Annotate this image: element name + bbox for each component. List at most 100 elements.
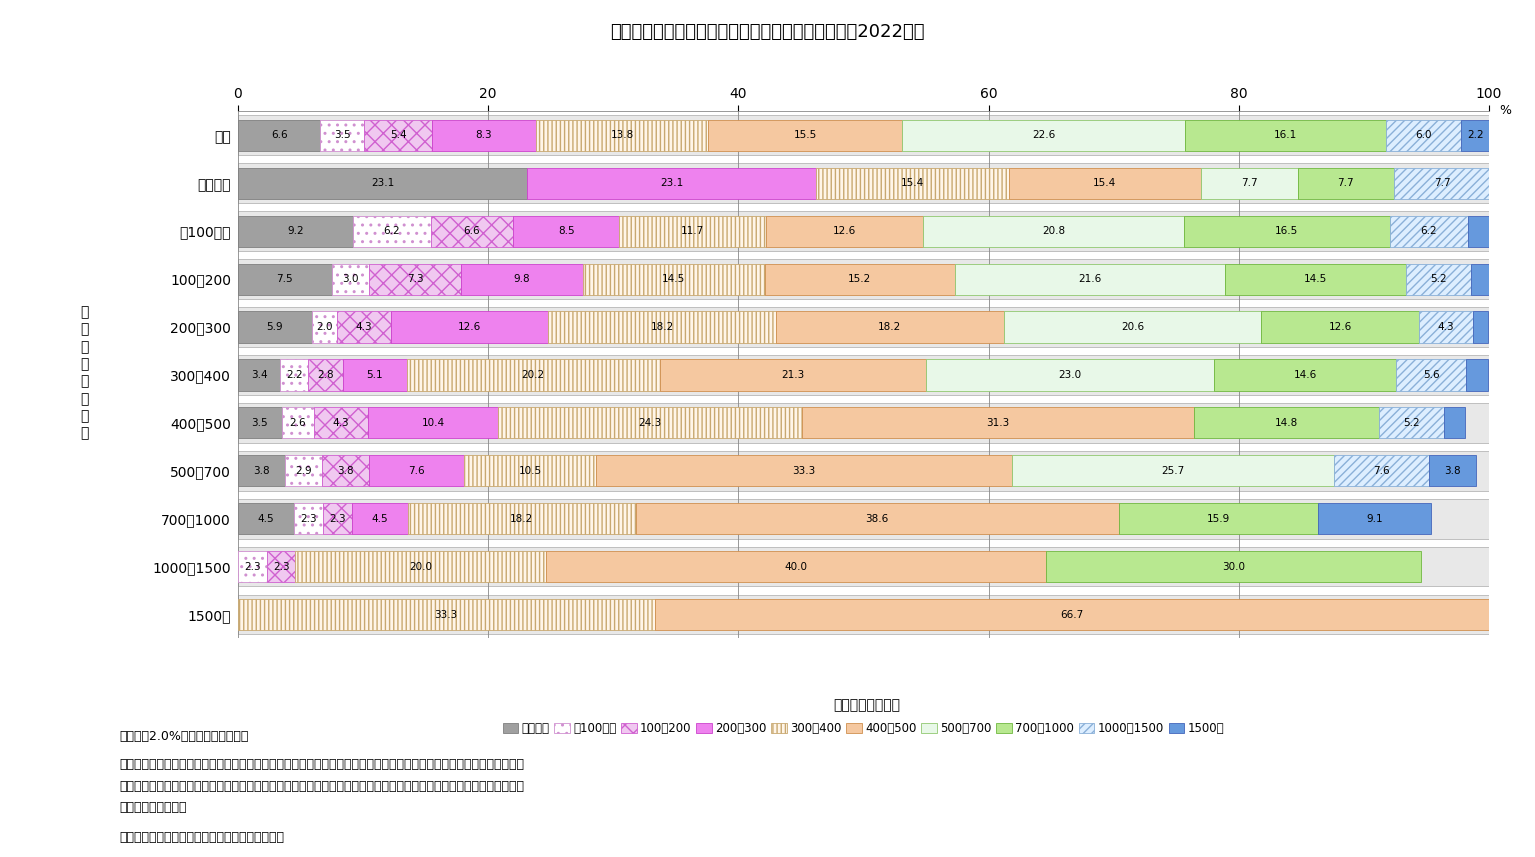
- Bar: [1466, 359, 1487, 391]
- Bar: [460, 264, 583, 295]
- Text: 18.2: 18.2: [510, 513, 534, 524]
- Text: 22.6: 22.6: [1032, 130, 1055, 141]
- Text: 6.2: 6.2: [384, 226, 401, 237]
- Bar: [955, 264, 1225, 295]
- Text: 2.3: 2.3: [244, 561, 261, 572]
- Bar: [238, 307, 1489, 347]
- Bar: [238, 551, 267, 582]
- Text: 20.6: 20.6: [1121, 322, 1144, 332]
- Bar: [1386, 120, 1461, 151]
- Text: 3.5: 3.5: [252, 418, 269, 428]
- Bar: [295, 551, 545, 582]
- Bar: [1183, 216, 1391, 247]
- Text: 4.5: 4.5: [371, 513, 388, 524]
- Bar: [1194, 407, 1378, 439]
- Text: 31.3: 31.3: [987, 418, 1010, 428]
- Text: 3.4: 3.4: [250, 370, 267, 380]
- Bar: [1008, 168, 1202, 199]
- Text: 38.6: 38.6: [866, 513, 889, 524]
- Text: 5.9: 5.9: [267, 322, 282, 332]
- Bar: [295, 503, 322, 534]
- Bar: [364, 120, 431, 151]
- Text: 18.2: 18.2: [651, 322, 674, 332]
- Text: 体の数値は必ずしも一致しない。よって、収入階級別世帯数の合計値に対する各階級世帯数の割合を算出して示: 体の数値は必ずしも一致しない。よって、収入階級別世帯数の合計値に対する各階級世帯…: [120, 780, 525, 793]
- Bar: [352, 503, 408, 534]
- Text: 7.7: 7.7: [1434, 178, 1451, 189]
- Text: 2.2: 2.2: [1467, 130, 1483, 141]
- Bar: [238, 259, 1489, 299]
- Text: 5.1: 5.1: [367, 370, 384, 380]
- Bar: [924, 216, 1183, 247]
- Text: 7.6: 7.6: [408, 465, 425, 476]
- Text: 20.8: 20.8: [1042, 226, 1065, 237]
- Bar: [660, 359, 926, 391]
- Text: 25.7: 25.7: [1162, 465, 1185, 476]
- Bar: [1317, 503, 1432, 534]
- Text: 12.6: 12.6: [1328, 322, 1352, 332]
- Bar: [407, 359, 660, 391]
- Bar: [1394, 168, 1490, 199]
- Bar: [370, 264, 460, 295]
- Text: （注１）2.0%未満は数値表記省略: （注１）2.0%未満は数値表記省略: [120, 730, 249, 743]
- Bar: [238, 407, 282, 439]
- Bar: [620, 216, 766, 247]
- Bar: [1334, 455, 1429, 486]
- Text: 15.2: 15.2: [847, 274, 872, 285]
- Text: 7.7: 7.7: [1337, 178, 1354, 189]
- Text: 12.6: 12.6: [834, 226, 857, 237]
- Text: 2.8: 2.8: [318, 370, 333, 380]
- Text: 6.6: 6.6: [270, 130, 287, 141]
- Bar: [238, 212, 1489, 251]
- Bar: [1004, 311, 1262, 343]
- Text: 4.3: 4.3: [1437, 322, 1454, 332]
- Bar: [1461, 120, 1489, 151]
- Text: 10.5: 10.5: [519, 465, 542, 476]
- Text: 21.3: 21.3: [781, 370, 804, 380]
- Text: 23.1: 23.1: [660, 178, 683, 189]
- Bar: [1012, 455, 1334, 486]
- Bar: [926, 359, 1214, 391]
- Text: 23.0: 23.0: [1058, 370, 1082, 380]
- Text: 5.6: 5.6: [1423, 370, 1440, 380]
- Text: 15.9: 15.9: [1207, 513, 1230, 524]
- Bar: [1119, 503, 1317, 534]
- Text: 10.4: 10.4: [422, 418, 445, 428]
- Bar: [775, 311, 1004, 343]
- Bar: [267, 551, 295, 582]
- Bar: [1418, 311, 1472, 343]
- Text: 21.6: 21.6: [1078, 274, 1102, 285]
- Text: 6.0: 6.0: [1415, 130, 1432, 141]
- Bar: [238, 503, 295, 534]
- Text: 3.5: 3.5: [335, 130, 350, 141]
- Bar: [583, 264, 764, 295]
- Text: 16.5: 16.5: [1276, 226, 1299, 237]
- Bar: [596, 455, 1012, 486]
- Bar: [309, 359, 342, 391]
- Bar: [1045, 551, 1421, 582]
- Bar: [238, 264, 332, 295]
- Text: 15.4: 15.4: [901, 178, 924, 189]
- Bar: [238, 499, 1489, 538]
- Text: 11.7: 11.7: [682, 226, 705, 237]
- Text: 図表７　妻の年収階級別に見た夫の年収階級分布（2022年）: 図表７ 妻の年収階級別に見た夫の年収階級分布（2022年）: [611, 23, 924, 41]
- Bar: [1214, 359, 1397, 391]
- Bar: [1472, 311, 1487, 343]
- Bar: [370, 455, 465, 486]
- Text: 14.5: 14.5: [662, 274, 686, 285]
- Text: 2.6: 2.6: [290, 418, 307, 428]
- Bar: [281, 359, 309, 391]
- Bar: [527, 168, 817, 199]
- Text: 40.0: 40.0: [784, 561, 807, 572]
- Bar: [766, 216, 924, 247]
- Bar: [238, 451, 1489, 491]
- Bar: [708, 120, 903, 151]
- Bar: [1297, 168, 1394, 199]
- Bar: [342, 359, 407, 391]
- Text: 5.4: 5.4: [390, 130, 407, 141]
- Bar: [238, 455, 286, 486]
- Bar: [238, 168, 527, 199]
- Bar: [1391, 216, 1467, 247]
- Bar: [545, 551, 1045, 582]
- Bar: [1406, 264, 1472, 295]
- Bar: [390, 311, 548, 343]
